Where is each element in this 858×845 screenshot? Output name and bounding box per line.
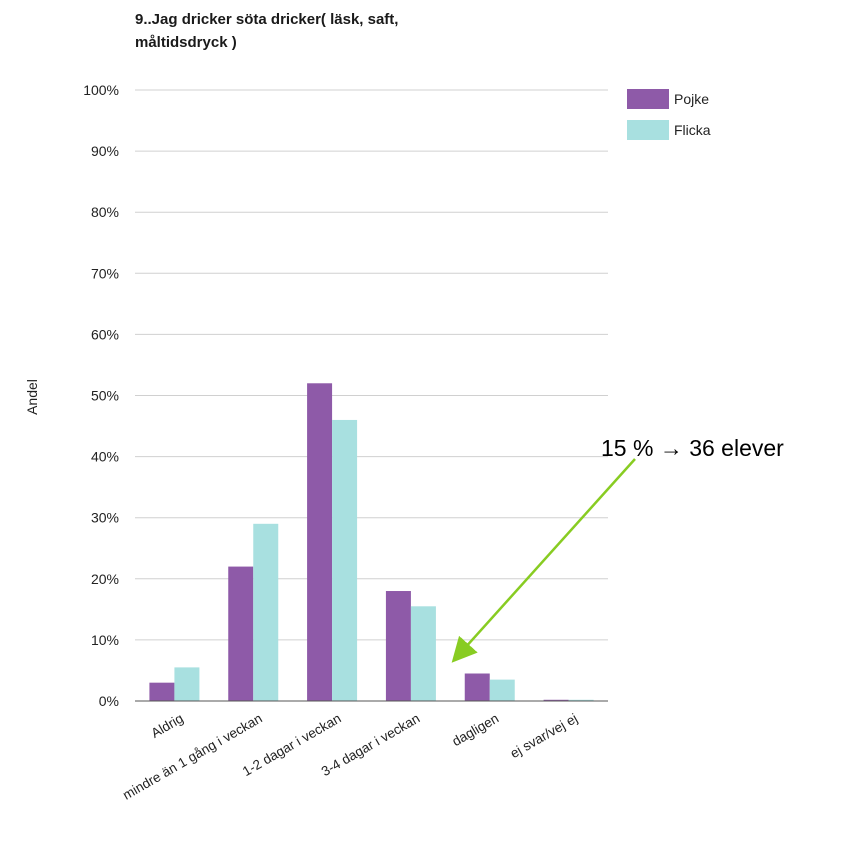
y-tick-label: 0% [99,693,119,709]
y-tick-label: 100% [83,82,119,98]
bar-pojke [543,699,569,701]
y-tick-label: 60% [91,326,119,342]
chart-title-line-1: 9..Jag dricker söta dricker( läsk, saft, [135,11,398,28]
chart-title-line-2: måltidsdryck ) [135,34,237,51]
annotation-text: 15 % → 36 elever [601,435,784,461]
bar-flicka [568,699,594,701]
y-tick-label: 80% [91,204,119,220]
y-tick-label: 50% [91,388,119,404]
legend-swatch-pojke [627,89,669,109]
bar-pojke [149,682,175,701]
legend-swatch-flicka [627,120,669,140]
y-tick-label: 10% [91,632,119,648]
y-axis-title: Andel [24,379,40,415]
bar-flicka [174,667,200,701]
x-category-label: mindre än 1 gång i veckan [120,711,265,803]
bar-pojke [385,591,411,701]
bar-flicka [253,523,279,701]
gridlines [135,89,608,641]
bar-pojke [307,383,333,701]
x-category-label: Aldrig [149,711,186,741]
legend: Pojke Flicka [627,89,711,140]
bar-flicka [332,419,358,701]
legend-label-flicka: Flicka [674,122,711,138]
x-category-label: ej svar/vej ej [508,711,580,762]
bar-pojke [228,566,254,701]
legend-label-pojke: Pojke [674,91,709,107]
annotation-arrow [451,458,636,663]
y-tick-label: 70% [91,265,119,281]
bar-pojke [464,673,490,701]
y-axis-tick-labels: 0% 10% 20% 30% 40% 50% 60% 70% 80% 90% 100% [83,82,119,709]
y-tick-label: 90% [91,143,119,159]
x-category-label: dagligen [450,711,502,750]
y-tick-label: 40% [91,449,119,465]
y-tick-label: 30% [91,510,119,526]
annotation: 15 % → 36 elever [451,435,784,663]
bar-flicka [489,679,515,701]
bars [149,383,594,701]
bar-flicka [410,606,436,701]
y-tick-label: 20% [91,571,119,587]
